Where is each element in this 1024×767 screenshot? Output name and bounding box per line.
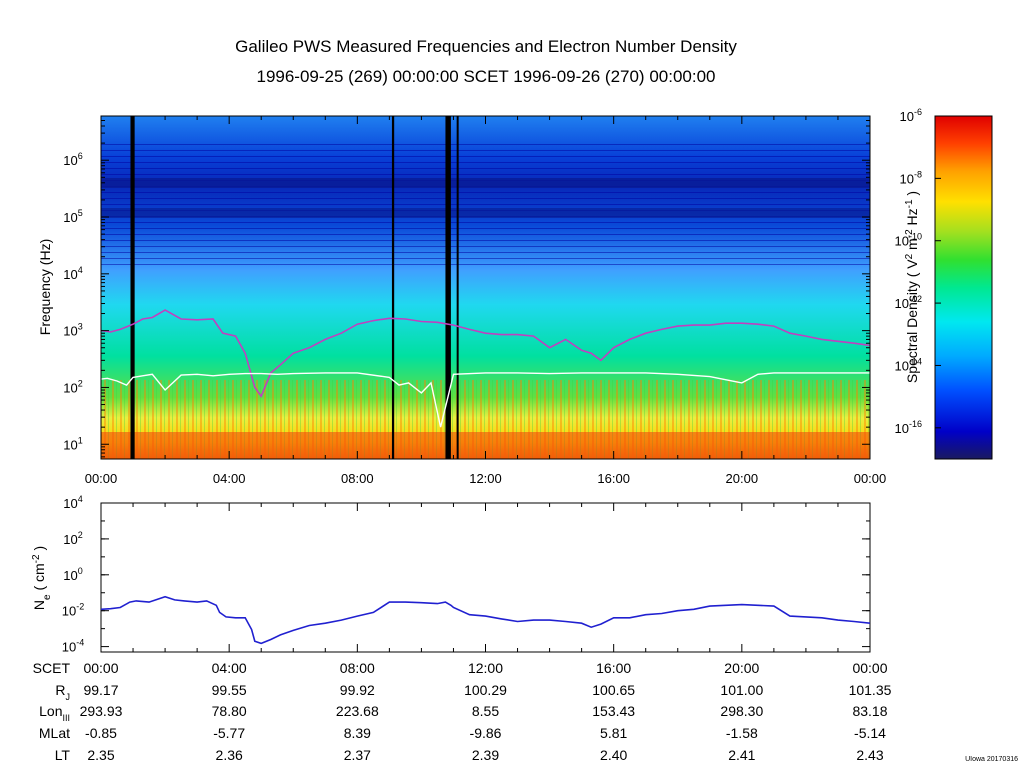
ephemeris-value: 99.55 [212,682,247,698]
density-tick-label: 100 [63,566,82,583]
chart-title: Galileo PWS Measured Frequencies and Ele… [235,37,737,56]
colorbar-ticks: 10-6 10-8 10-10 10-12 10-14 10-16 [895,107,941,436]
colorbar-frame [934,115,993,460]
density-tick-label: 102 [63,530,82,547]
ephemeris-value: 100.29 [464,682,507,698]
ephemeris-table: SCET 00:00 04:00 08:00 12:00 16:00 20:00 00:00 R… [33,660,892,763]
data-gap-3 [456,116,459,459]
ephemeris-value: 2.39 [472,747,499,763]
ephemeris-value: 2.35 [87,747,114,763]
density-time-ticks [100,503,871,652]
ephemeris-value: 5.81 [600,725,627,741]
ephemeris-value: -5.77 [213,725,245,741]
density-axis-label: Ne ( cm-2 ) [31,546,53,610]
colorbar-label: Spectral Density ( V2 m-2 Hz-1 ) [904,191,921,383]
colorbar-tick-label: 10-12 [895,294,922,311]
colorbar-tick-label: 10-16 [895,419,922,436]
time-tick-label: 04:00 [213,471,246,486]
density-frame [100,502,871,653]
time-tick-label: 16:00 [597,471,630,486]
ephemeris-value: 78.80 [212,703,247,719]
colorbar-tick-label: 10-6 [900,107,922,124]
ephemeris-value: 8.39 [344,725,371,741]
ephemeris-row-label: SCET [33,660,71,676]
data-gaps [130,116,459,459]
ephemeris-value: 8.55 [472,703,499,719]
time-tick-label: 00:00 [85,471,118,486]
ephemeris-value: 99.17 [83,682,118,698]
cyclotron-line [101,372,870,428]
ephemeris-value: 2.43 [856,747,883,763]
ephemeris-value: 00:00 [852,660,887,676]
ephemeris-value: 101.35 [849,682,892,698]
colorbar-tick-label: 10-10 [895,232,922,249]
time-tick-label: 20:00 [726,471,759,486]
ephemeris-value: 100.65 [592,682,635,698]
ephemeris-value: 83.18 [852,703,887,719]
freq-tick-label: 104 [63,265,82,282]
frequency-axis-label: Frequency (Hz) [37,239,53,335]
density-tick-label: 10-4 [62,638,84,655]
ephemeris-row-label: RJ [55,682,70,702]
ephemeris-value: 99.92 [340,682,375,698]
ephemeris-value: 12:00 [468,660,503,676]
ephemeris-value: 2.41 [728,747,755,763]
ephemeris-value: 2.37 [344,747,371,763]
time-tick-label: 08:00 [341,471,374,486]
ephemeris-value: 08:00 [340,660,375,676]
ephemeris-value: -0.85 [85,725,117,741]
freq-tick-label: 101 [63,435,82,452]
ephemeris-value: 298.30 [720,703,763,719]
ephemeris-value: 2.36 [216,747,243,763]
frequency-axis: 101 102 103 104 105 106 [63,115,870,458]
ephemeris-row-label: LT [55,747,71,763]
colorbar-gradient [935,116,992,459]
freq-tick-label: 102 [63,378,82,395]
ephemeris-value: 16:00 [596,660,631,676]
freq-tick-label: 103 [63,322,82,339]
ephemeris-row-label: LonIII [39,703,70,723]
ephemeris-value: 04:00 [212,660,247,676]
colorbar-tick-label: 10-14 [895,356,922,373]
ephemeris-value: 00:00 [83,660,118,676]
chart-subtitle: 1996-09-25 (269) 00:00:00 SCET 1996-09-2… [256,67,715,86]
time-tick-label: 00:00 [854,471,887,486]
time-tick-label: 12:00 [469,471,502,486]
credit-text: UIowa 20170316 [965,756,1018,763]
ephemeris-value: 293.93 [80,703,123,719]
time-axis: 00:00 04:00 08:00 12:00 16:00 20:00 00:00 [85,116,887,486]
spectrogram-panel: 101 102 103 104 105 106 00:00 04:00 08:00 12:00 1… [37,115,887,486]
ephemeris-value: 223.68 [336,703,379,719]
data-gap-1 [391,116,395,459]
data-gap-2 [445,116,451,459]
ephemeris-value: -5.14 [854,725,886,741]
freq-tick-label: 106 [63,151,82,168]
freq-tick-label: 105 [63,208,82,225]
ephemeris-value: 101.00 [720,682,763,698]
density-tick-label: 104 [63,494,82,511]
ephemeris-value: -1.58 [726,725,758,741]
density-tick-label: 10-2 [62,602,84,619]
ephemeris-value: -9.86 [470,725,502,741]
colorbar: 10-6 10-8 10-10 10-12 10-14 10-16 Spectral De… [895,107,993,460]
density-panel: 10-4 10-2 100 102 104 Ne ( cm-2 ) [31,494,871,655]
colorbar-tick-label: 10-8 [900,169,922,186]
data-gap-0 [130,116,135,459]
spectrogram-dark-band-2 [101,208,870,218]
upper-hybrid-line [101,309,870,398]
spectrogram-dark-band [101,178,870,188]
ephemeris-row-label: MLat [39,725,70,741]
spectrogram-band-lines [101,140,870,270]
ephemeris-value: 153.43 [592,703,635,719]
ephemeris-value: 20:00 [724,660,759,676]
density-line [100,595,871,645]
density-axis: 10-4 10-2 100 102 104 [62,494,870,655]
ephemeris-value: 2.40 [600,747,627,763]
